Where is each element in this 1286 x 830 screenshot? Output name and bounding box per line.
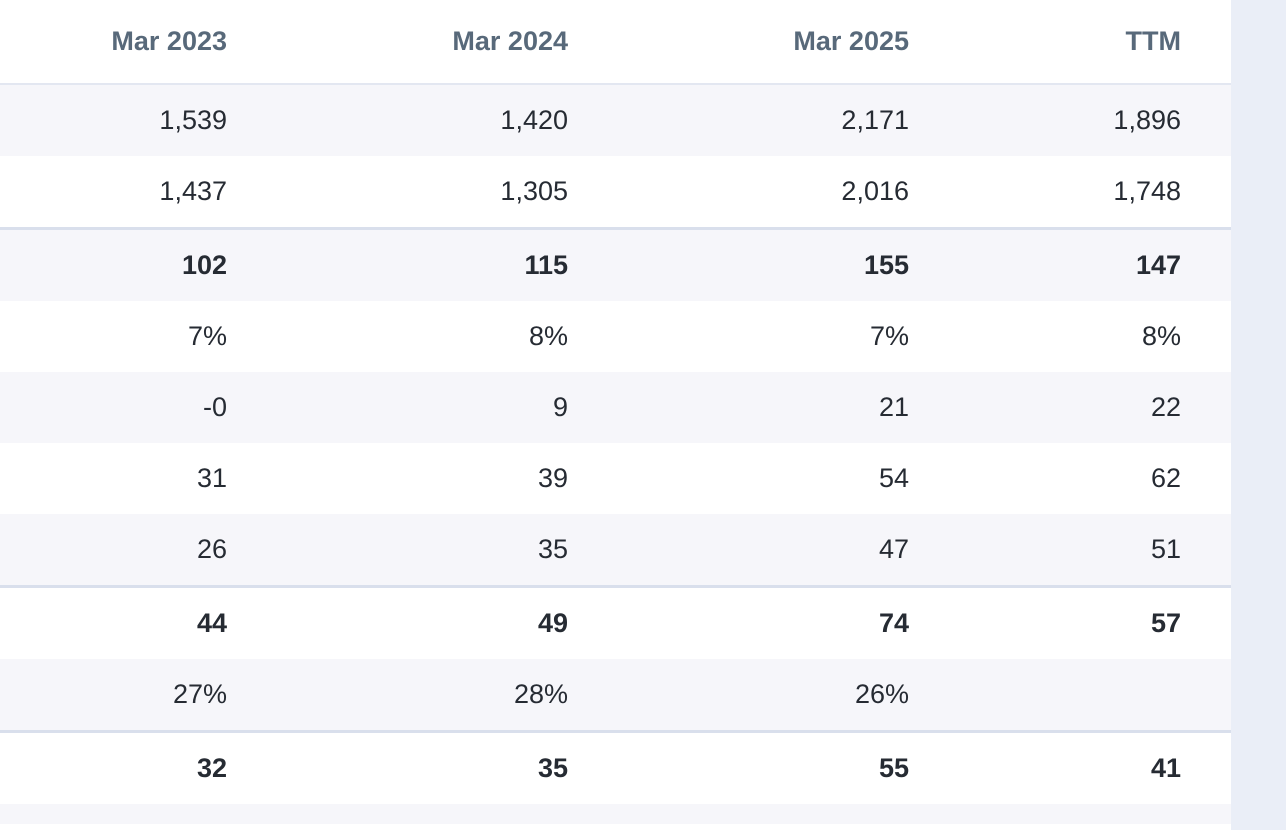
table-cell [959,659,1231,730]
table-cell: 55 [618,730,959,804]
table-cell: -0 [0,372,277,443]
table-cell: 27% [0,659,277,730]
column-header-ttm: TTM [959,0,1231,85]
table-row: 1,437 1,305 2,016 1,748 [0,156,1231,227]
table-cell: 1,539 [0,85,277,156]
table-cell: 35 [277,730,618,804]
table-cell: 2,171 [618,85,959,156]
table-cell: 8% [959,301,1231,372]
table-cell [0,804,277,824]
table-cell: 57 [959,585,1231,659]
table-cell: 28% [277,659,618,730]
table-cell: 155 [618,227,959,301]
table-cell: 41 [959,730,1231,804]
column-header-mar-2023: Mar 2023 [0,0,277,85]
table-cell [959,804,1231,824]
table-row: 31 39 54 62 [0,443,1231,514]
table-cell: 1,896 [959,85,1231,156]
table-cell: 7% [0,301,277,372]
table-cell: 39 [277,443,618,514]
table-cell: 54 [618,443,959,514]
table-cell: 49 [277,585,618,659]
table-cell: 1,305 [277,156,618,227]
table-header-row: Mar 2023 Mar 2024 Mar 2025 TTM [0,0,1231,85]
table-row-subtotal: 44 49 74 57 [0,585,1231,659]
table-cell: 62 [959,443,1231,514]
table-cell: 26 [0,514,277,585]
table-cell [618,804,959,824]
table-cell: 1,437 [0,156,277,227]
table-cell: 74 [618,585,959,659]
table-cell: 9 [277,372,618,443]
table-row-partial [0,804,1231,824]
table-cell: 32 [0,730,277,804]
table-cell: 2,016 [618,156,959,227]
table-cell: 8% [277,301,618,372]
table-cell: 115 [277,227,618,301]
table-row-subtotal: 32 35 55 41 [0,730,1231,804]
table-row: 27% 28% 26% [0,659,1231,730]
table-cell: 44 [0,585,277,659]
table-cell: 7% [618,301,959,372]
table-row: -0 9 21 22 [0,372,1231,443]
table-row: 1,539 1,420 2,171 1,896 [0,85,1231,156]
table-cell: 31 [0,443,277,514]
financial-data-table: Mar 2023 Mar 2024 Mar 2025 TTM 1,539 1,4… [0,0,1231,824]
column-header-mar-2024: Mar 2024 [277,0,618,85]
column-header-mar-2025: Mar 2025 [618,0,959,85]
table-cell: 35 [277,514,618,585]
table-cell: 147 [959,227,1231,301]
table-cell: 22 [959,372,1231,443]
table-cell: 47 [618,514,959,585]
table-row-subtotal: 102 115 155 147 [0,227,1231,301]
table-cell [277,804,618,824]
table-cell: 102 [0,227,277,301]
table-cell: 1,420 [277,85,618,156]
table-cell: 21 [618,372,959,443]
table-cell: 1,748 [959,156,1231,227]
table-row: 26 35 47 51 [0,514,1231,585]
table-cell: 51 [959,514,1231,585]
financial-table-panel: Mar 2023 Mar 2024 Mar 2025 TTM 1,539 1,4… [0,0,1231,830]
table-row: 7% 8% 7% 8% [0,301,1231,372]
table-cell: 26% [618,659,959,730]
